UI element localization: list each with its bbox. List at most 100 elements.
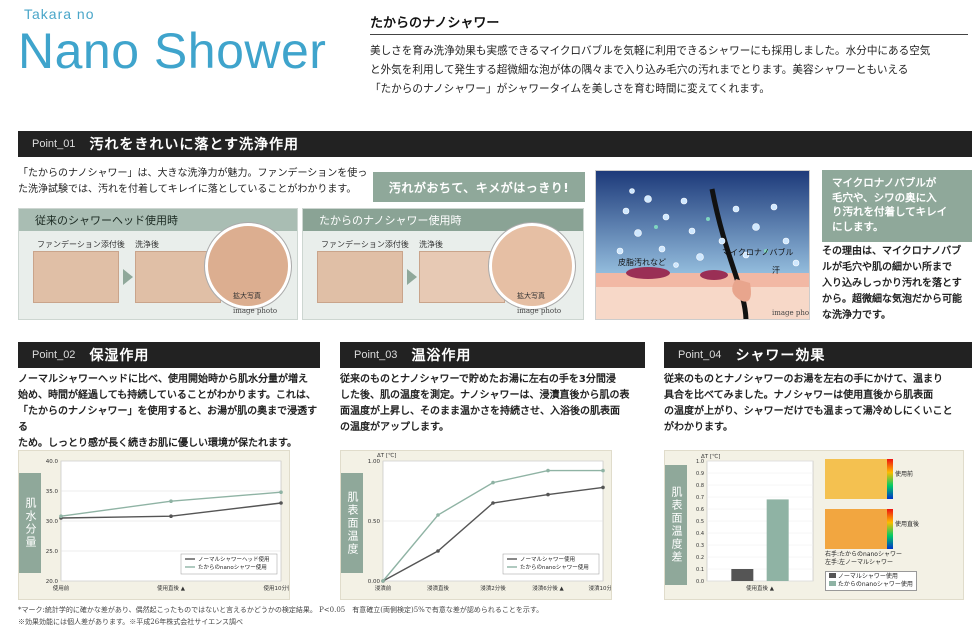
point1-callout: 汚れがおちて、キメがはっきり! <box>373 172 585 202</box>
temperature-chart-box: 肌表面温度 0.00 0.50 1.00 ΔT [℃] 浸漬前 浸漬直後 浸漬2分後 浸漬6分… <box>340 450 612 600</box>
point2-line: 始め、時間が経過しても持続していることがわかります。これは、 <box>18 390 316 401</box>
thermo-scale <box>887 459 893 499</box>
pane-header: たからのナノシャワー使用時 <box>303 209 583 231</box>
y-tick-label: 0.8 <box>696 483 704 489</box>
label-microbubble: マイクロナノバブル <box>722 247 793 257</box>
point3-line: 従来のものとナノシャワーで貯めたお湯に左右の手を3分間浸 <box>340 374 616 385</box>
y-tick-label: 0.9 <box>696 471 704 477</box>
legend-label: たからのnanoシャワー使用 <box>520 563 589 571</box>
legend-swatch <box>829 573 836 578</box>
point4-text: 従来のものとナノシャワーのお湯を左右の手にかけて、温まり 具合を比べてみました。… <box>664 372 969 436</box>
thermo-photo-before <box>825 459 887 499</box>
legend-entry: たからのnanoシャワー使用 <box>829 581 913 589</box>
temperature-diff-chart: 0.0 0.1 0.2 0.3 0.4 0.5 0.6 0.7 0.8 0.9 1.0ΔT [℃] 使… <box>696 453 814 592</box>
point3-header: Point_03 温浴作用 <box>340 342 645 368</box>
legend-swatch <box>829 581 836 586</box>
skin-photo-before <box>317 251 403 303</box>
brand-title: Nano Shower <box>18 23 327 79</box>
y-tick-label: 0.1 <box>696 567 704 573</box>
thermo-scale <box>887 509 893 549</box>
footnote: *マーク:統計学的に確かな差があり、偶然起こったものではないと言えるかどうかの検… <box>18 606 544 614</box>
highlight-line: マイクロナノバブルが <box>832 177 937 189</box>
footnote: ※効果効能には個人差があります。※平成26年株式会社サイエンス調べ <box>18 618 243 626</box>
thermo-label-after: 使用直後 <box>895 521 920 528</box>
side-line: な洗浄力です。 <box>822 310 891 321</box>
intro-divider <box>370 34 968 35</box>
moisture-vertical-label: 肌水分量 <box>19 473 41 573</box>
data-point <box>169 499 173 503</box>
microbubble-illustration: マイクロナノバブル 皮脂汚れなど 汗 image photo <box>595 170 810 320</box>
point1-header: Point_01 汚れをきれいに落とす洗浄作用 <box>18 131 972 157</box>
data-point <box>546 468 550 473</box>
point3-line: 面温度が上昇し、そのまま温かさを持続させ、入浴後の肌表面 <box>340 406 620 417</box>
after-label: 洗浄後 <box>135 240 159 249</box>
x-tick-label: 浸漬2分後 <box>480 584 506 592</box>
after-label: 洗浄後 <box>419 240 443 249</box>
microbubble-illustration-graphic: マイクロナノバブル 皮脂汚れなど 汗 image photo <box>596 171 809 319</box>
data-point <box>169 514 173 518</box>
point2-text: ノーマルシャワーヘッドに比べ、使用開始時から肌水分量が増え 始め、時間が経過して… <box>18 372 323 452</box>
x-tick-label: 浸漬前 <box>375 584 392 592</box>
point3-text: 従来のものとナノシャワーで貯めたお湯に左右の手を3分間浸 した後、肌の温度を測定… <box>340 372 645 436</box>
zoom-label: 拡大写真 <box>233 292 261 300</box>
intro-heading: たからのナノシャワー <box>370 16 500 31</box>
arrow-icon <box>123 269 133 285</box>
y-tick-label: 0.3 <box>696 543 704 549</box>
point1-line: た洗浄試験では、汚れを付着してキレイに落としていることがわかります。 <box>18 184 357 195</box>
moisture-chart: 20.0 25.0 30.0 35.0 40.0 使用前 使用直後 ▲ 使用10分後 ▲ ノーマ… <box>46 459 289 592</box>
point2-line: ノーマルシャワーヘッドに比べ、使用開始時から肌水分量が増え <box>18 374 308 385</box>
y-tick-label: 20.0 <box>46 579 59 585</box>
x-tick-label: 使用10分後 ▲ <box>264 584 289 592</box>
temperature-vertical-label: 肌表面温度 <box>341 473 363 573</box>
moisture-chart-box: 肌水分量 20.0 25.0 30.0 35.0 40.0 使用前 使用直後 ▲ 使用10分後… <box>18 450 290 600</box>
x-tick-label: 使用直後 ▲ <box>157 584 186 592</box>
legend-box <box>502 553 600 575</box>
y-tick-label: 0.50 <box>368 519 381 525</box>
side-line: 入り込みしっかり汚れを落とす <box>822 278 962 289</box>
y-tick-label: 1.0 <box>696 459 704 465</box>
y-tick-label: 0.7 <box>696 495 704 501</box>
label-dirt: 皮脂汚れなど <box>618 257 666 267</box>
before-label: ファンデーション添付後 <box>37 240 125 249</box>
data-point <box>601 485 605 490</box>
label-sweat: 汗 <box>772 266 780 275</box>
y-tick-label: 0.00 <box>368 579 381 585</box>
y-tick-label: 40.0 <box>46 459 59 465</box>
temperature-diff-legend: ノーマルシャワー使用 たからのnanoシャワー使用 <box>825 571 917 591</box>
intro-line: と外気を利用して発生する超微細な泡が体の隅々まで入り込み毛穴の汚れまでとります。… <box>370 64 909 76</box>
skin-photo-before <box>33 251 119 303</box>
point4-line: 従来のものとナノシャワーのお湯を左右の手にかけて、温まり <box>664 374 943 385</box>
point1-title: 汚れをきれいに落とす洗浄作用 <box>89 137 300 153</box>
y-tick-label: 25.0 <box>46 549 59 555</box>
legend-label: ノーマルシャワー使用 <box>837 573 898 580</box>
data-point <box>381 579 385 583</box>
legend-label: たからのnanoシャワー使用 <box>837 581 913 588</box>
point4-header: Point_04 シャワー効果 <box>664 342 972 368</box>
point4-line: 具合を比べてみました。ナノシャワーは使用直後から肌表面 <box>664 390 934 401</box>
x-tick-label: 使用前 <box>53 584 70 592</box>
data-point <box>436 549 440 553</box>
image-note: image photo <box>233 307 278 315</box>
data-point <box>436 513 440 517</box>
x-tick-label: 浸漬6分後 ▲ <box>532 584 564 592</box>
point3-line: した後、肌の温度を測定。ナノシャワーは、浸漬直後から肌の表 <box>340 390 630 401</box>
arrow-icon <box>407 269 417 285</box>
y-axis-label: ΔT [℃] <box>701 453 720 460</box>
point3-tag: Point_03 <box>354 349 398 361</box>
point1-tag: Point_01 <box>32 138 76 150</box>
y-tick-label: 0.2 <box>696 555 704 561</box>
thermo-label-before: 使用前 <box>895 471 914 478</box>
image-note: image photo <box>517 307 562 315</box>
y-tick-label: 30.0 <box>46 519 59 525</box>
side-line: ルが毛穴や肌の細かい所まで <box>822 262 952 273</box>
y-tick-label: 0.4 <box>696 531 704 537</box>
comparison-pane-nano: たからのナノシャワー使用時 ファンデーション添付後 洗浄後 拡大写真 image… <box>302 208 584 320</box>
point3-line: の温度がアップします。 <box>340 422 449 433</box>
point2-line: 「たからのナノシャワー」を使用すると、お湯が肌の奥まで浸透する <box>18 406 318 433</box>
data-point <box>546 492 550 497</box>
legend-label: ノーマルシャワー使用 <box>520 555 575 563</box>
x-tick-label: 浸漬直後 <box>427 584 450 592</box>
x-tick-label: 浸漬10分後 <box>589 584 612 592</box>
